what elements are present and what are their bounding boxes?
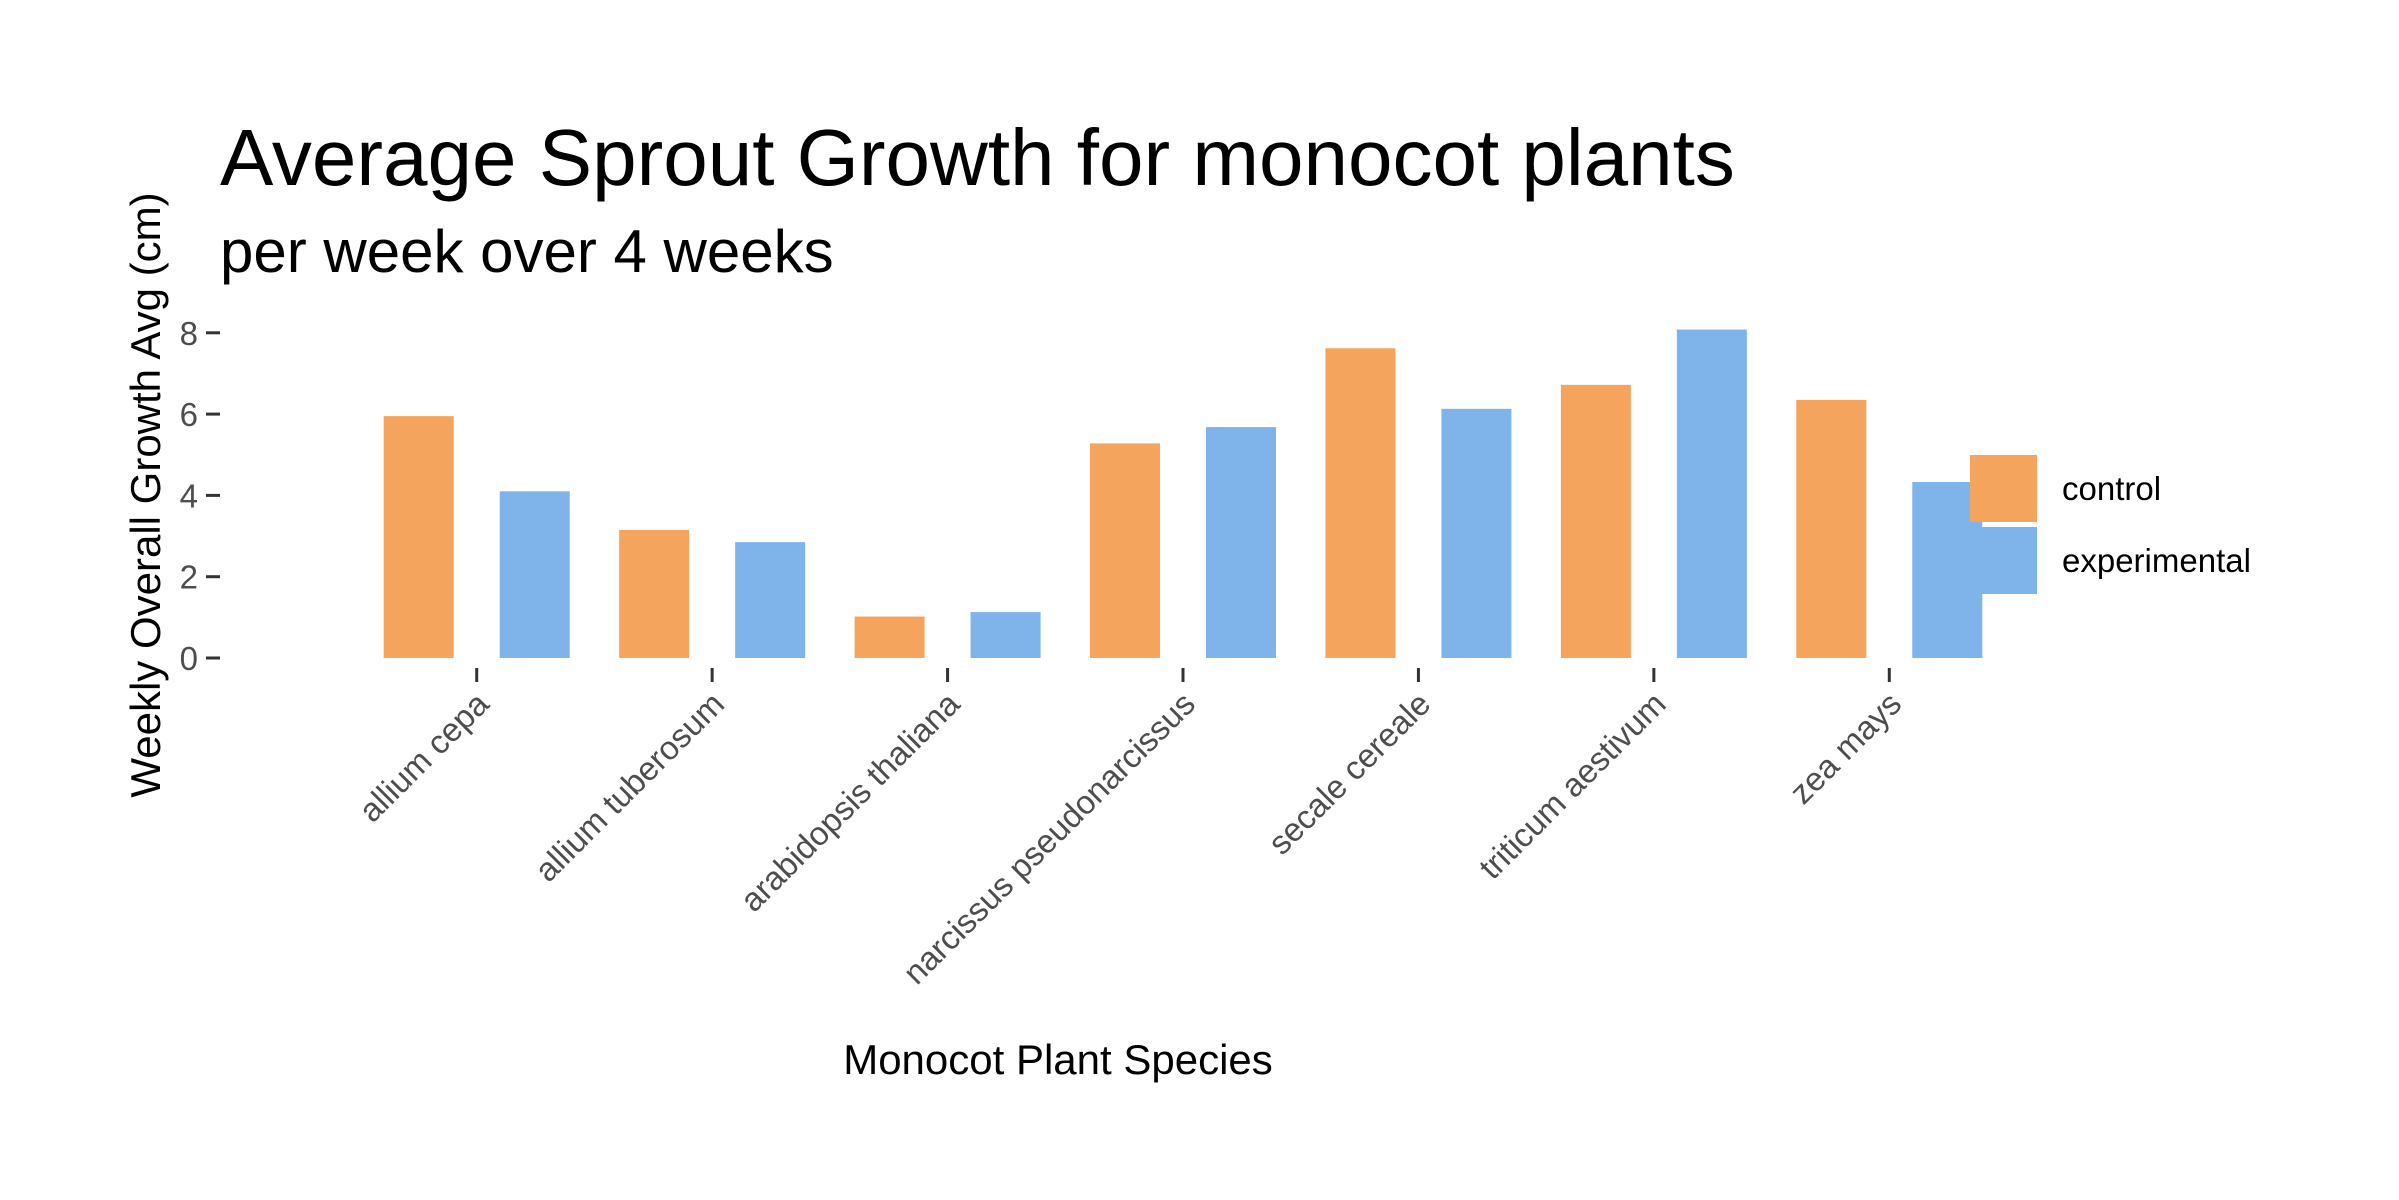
y-axis-title: Weekly Overall Growth Avg (cm): [122, 192, 169, 797]
chart-subtitle: per week over 4 weeks: [220, 218, 834, 285]
bar-control: [1090, 443, 1160, 658]
bar-control: [1560, 384, 1631, 658]
bar-experimental: [735, 542, 806, 658]
y-tick-label: 8: [180, 315, 198, 352]
bar-control: [383, 416, 454, 658]
y-axis: 0 2 4 6 8: [180, 315, 220, 677]
y-tick-label: 0: [180, 640, 198, 677]
y-tick-label: 6: [180, 396, 198, 433]
legend: control experimental: [1970, 455, 2251, 594]
y-tick-label: 2: [180, 559, 198, 596]
bars: [383, 329, 1983, 658]
y-tick-label: 4: [180, 477, 198, 514]
x-tick-label: triticum aestivum: [1472, 685, 1673, 886]
bar-experimental: [1206, 427, 1276, 658]
chart-title: Average Sprout Growth for monocot plants: [220, 113, 1735, 202]
x-tick-label: arabidopsis thaliana: [733, 684, 967, 918]
bar-control: [1796, 399, 1867, 658]
x-tick-label: allium cepa: [351, 684, 496, 829]
legend-label-experimental: experimental: [2062, 542, 2251, 579]
bar-control: [854, 616, 925, 658]
legend-swatch-experimental: [1970, 527, 2037, 594]
x-tick-label: secale cereale: [1261, 685, 1438, 862]
x-tick-label: allium tuberosum: [527, 685, 731, 889]
x-axis-title: Monocot Plant Species: [843, 1036, 1273, 1083]
bar-experimental: [499, 491, 570, 658]
bar-control: [619, 529, 690, 658]
bar-experimental: [1441, 408, 1512, 658]
x-tick-label: zea mays: [1782, 685, 1908, 811]
bar-experimental: [970, 612, 1041, 658]
x-axis: allium cepa allium tuberosum arabidopsis t…: [351, 668, 1908, 991]
legend-label-control: control: [2062, 470, 2161, 507]
bar-control: [1325, 348, 1396, 658]
bar-experimental: [1676, 329, 1747, 658]
legend-swatch-control: [1970, 455, 2037, 522]
